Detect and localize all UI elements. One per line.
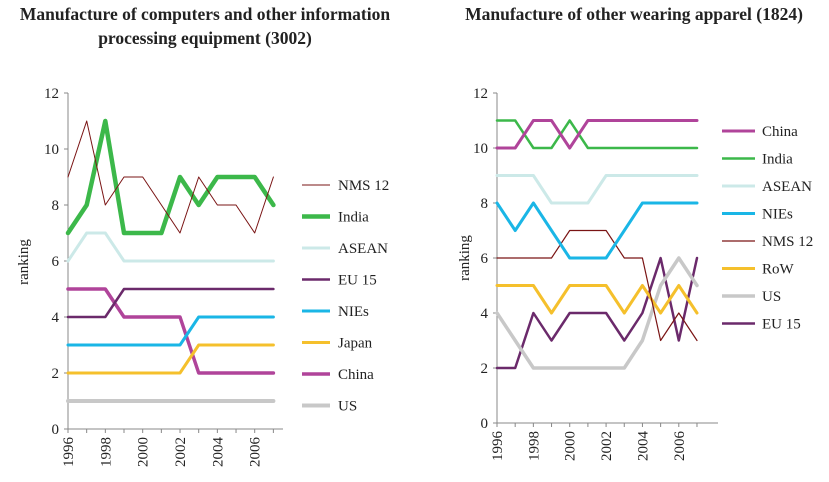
x-tick-label: 1996 — [61, 437, 77, 468]
series-line-us — [495, 256, 699, 370]
x-tick-label: 2006 — [248, 437, 264, 468]
series-line-nies — [66, 315, 275, 347]
legend-label: ASEAN — [762, 179, 812, 195]
x-tick-label: 1998 — [98, 437, 114, 467]
legend-label: NMS 12 — [762, 234, 813, 250]
y-tick-label: 10 — [44, 142, 59, 158]
chart-title-apparel: Manufacture of other wearing apparel (18… — [465, 4, 803, 24]
series-line-india — [65, 118, 276, 236]
legend-label: RoW — [762, 262, 795, 278]
chart-title-computers: Manufacture of computers and other infor… — [19, 4, 391, 48]
x-tick-label: 2002 — [173, 437, 189, 467]
series-line-asean — [495, 174, 699, 205]
series-line-india — [495, 119, 699, 150]
y-axis-label: ranking — [16, 239, 32, 285]
series-line-eu-15 — [66, 287, 275, 319]
legend-label: India — [338, 210, 369, 226]
x-tick-label: 2000 — [563, 431, 579, 461]
series-line-japan — [66, 343, 275, 375]
series-line-row — [495, 284, 699, 315]
y-axis-label: ranking — [457, 235, 473, 281]
y-tick-label: 2 — [52, 366, 60, 382]
legend-label: NIEs — [338, 304, 369, 320]
legend-label: NIEs — [762, 207, 793, 223]
legend-label: US — [338, 399, 357, 415]
x-tick-label: 2004 — [635, 431, 651, 462]
series-line-nms-12 — [67, 120, 274, 234]
series-line-nies — [495, 201, 699, 260]
legend-label: NMS 12 — [338, 178, 389, 194]
legend-label: China — [338, 367, 374, 383]
series-line-eu-15 — [495, 256, 699, 370]
x-tick-label: 2006 — [672, 431, 688, 462]
x-tick-label: 2000 — [136, 437, 152, 467]
series-line-asean — [66, 231, 275, 263]
y-tick-label: 12 — [473, 86, 488, 102]
y-tick-label: 4 — [52, 310, 60, 326]
legend-label: US — [762, 289, 781, 305]
y-tick-label: 4 — [481, 306, 489, 322]
legend-label: China — [762, 124, 798, 140]
x-tick-label: 1996 — [490, 431, 506, 462]
series-line-china — [66, 287, 276, 375]
y-tick-label: 0 — [52, 422, 60, 438]
legend-label: India — [762, 152, 793, 168]
x-tick-label: 2004 — [210, 437, 226, 468]
x-tick-label: 2002 — [599, 431, 615, 461]
y-tick-label: 2 — [481, 361, 489, 377]
legend-label: EU 15 — [762, 317, 801, 333]
legend-label: Japan — [338, 336, 373, 352]
y-tick-label: 8 — [52, 198, 60, 214]
legend-label: ASEAN — [338, 241, 388, 257]
series-line-nms-12 — [496, 229, 698, 342]
y-tick-label: 8 — [481, 196, 489, 212]
y-tick-label: 10 — [473, 141, 488, 157]
legend-label: EU 15 — [338, 273, 377, 289]
y-tick-label: 0 — [481, 416, 489, 432]
y-tick-label: 6 — [52, 254, 60, 270]
y-tick-label: 6 — [481, 251, 489, 267]
x-tick-label: 1998 — [526, 431, 542, 461]
series-line-china — [495, 119, 699, 150]
y-tick-label: 12 — [44, 86, 59, 102]
